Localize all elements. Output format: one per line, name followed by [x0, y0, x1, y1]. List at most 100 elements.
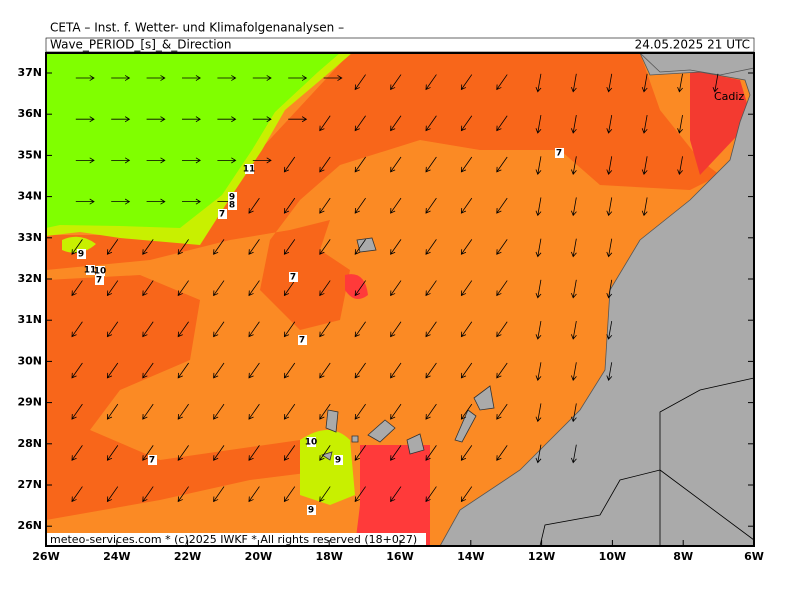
wave-arrow	[177, 486, 189, 503]
wave-arrow	[288, 116, 308, 123]
wave-arrow	[177, 280, 189, 297]
wave-arrow	[425, 403, 437, 420]
wave-arrow	[425, 239, 437, 255]
wave-arrow	[354, 115, 366, 132]
wave-arrow	[641, 114, 648, 134]
contour-label: 11	[84, 266, 97, 276]
contour-label: 10	[94, 267, 107, 277]
wave-arrow	[319, 115, 331, 132]
wave-arrow	[496, 74, 508, 91]
wave-arrow	[71, 321, 83, 338]
wave-arrow	[142, 239, 154, 255]
wave-arrow	[319, 445, 331, 461]
wave-arrow	[142, 321, 154, 338]
wave-arrow	[248, 403, 260, 420]
sea-gulf	[690, 70, 752, 175]
wave-arrow	[425, 321, 437, 338]
wave-arrow	[177, 362, 189, 379]
wave-arrow	[535, 362, 542, 381]
wave-arrow	[606, 156, 613, 175]
wave-arrow	[319, 362, 331, 379]
wave-arrow	[535, 238, 542, 258]
wave-arrow	[535, 444, 542, 464]
wave-arrow	[606, 362, 613, 381]
wave-arrow	[106, 321, 119, 338]
wave-arrow	[213, 486, 225, 503]
parameter: Wave_PERIOD_[s]_&_Direction	[50, 38, 232, 52]
wave-arrow	[248, 486, 260, 503]
wave-arrow	[354, 239, 366, 255]
contour-label-bg	[298, 335, 307, 345]
contour-label: 7	[219, 210, 225, 220]
lat-label: 32N	[17, 272, 42, 285]
contour-label-bg	[218, 209, 227, 219]
wave-arrow	[213, 362, 225, 379]
institute: CETA – Inst. f. Wetter- und Klimafolgena…	[50, 21, 344, 35]
wave-arrow	[106, 486, 119, 503]
wave-arrow	[571, 156, 577, 175]
contour-label: 9	[335, 456, 341, 466]
wave-arrow	[319, 486, 331, 503]
contour-label: 8	[229, 201, 235, 211]
wave-arrow	[390, 197, 402, 214]
wave-arrow	[248, 362, 260, 379]
contour-label-bg	[95, 275, 104, 285]
wave-arrow	[677, 156, 683, 175]
wave-arrow	[319, 321, 331, 338]
wave-arrow	[571, 320, 577, 340]
wave-arrow	[75, 75, 95, 81]
wave-arrow	[71, 280, 83, 297]
wave-arrow	[75, 198, 95, 205]
wave-arrow	[496, 239, 508, 255]
wave-arrow	[283, 239, 296, 255]
lat-label: 34N	[17, 190, 42, 203]
wave-arrow	[460, 74, 473, 91]
wave-arrow	[177, 239, 189, 255]
wave-arrow	[460, 239, 473, 255]
lon-label: 6W	[744, 550, 764, 563]
wave-arrow	[71, 239, 83, 255]
wave-arrow	[390, 280, 402, 297]
wave-arrow	[217, 157, 237, 164]
wave-arrow	[571, 73, 577, 93]
lat-label: 37N	[17, 66, 42, 79]
contour-label-bg	[555, 148, 564, 158]
wave-arrow	[390, 362, 402, 379]
lat-label: 28N	[17, 437, 42, 450]
wave-arrow	[425, 197, 437, 214]
wave-arrow	[641, 156, 648, 175]
sea-patch-red	[345, 274, 368, 299]
wave-arrow	[390, 156, 402, 173]
wave-arrow	[354, 156, 366, 173]
wave-arrow	[213, 321, 225, 338]
wave-arrow	[390, 239, 402, 255]
direction-arrows	[71, 73, 719, 503]
wave-arrow	[535, 156, 542, 175]
wave-arrow	[571, 403, 577, 423]
lon-label: 8W	[673, 550, 693, 563]
wave-arrow	[496, 115, 508, 132]
wave-arrow	[496, 445, 508, 461]
wave-arrow	[75, 116, 95, 123]
wave-arrow	[177, 403, 189, 420]
wave-arrow	[606, 114, 613, 134]
wave-arrow	[535, 197, 542, 217]
contour-label: 10	[305, 438, 318, 448]
wave-arrow	[182, 116, 201, 123]
wave-arrow	[571, 197, 577, 217]
lon-label: 10W	[599, 550, 626, 563]
contour-label: 7	[96, 276, 102, 286]
wave-arrow	[106, 280, 119, 297]
wave-arrow	[142, 362, 154, 379]
contour-label: 9	[78, 250, 84, 260]
wave-arrow	[111, 157, 131, 164]
wave-arrow	[641, 197, 648, 217]
wave-arrow	[460, 362, 473, 379]
borders	[539, 377, 755, 547]
wave-arrow	[248, 197, 260, 214]
contour-label: 11	[243, 165, 256, 175]
place-label: Cadiz	[714, 90, 744, 103]
wave-arrow	[182, 198, 201, 205]
wave-arrow	[75, 157, 95, 164]
wave-arrow	[106, 362, 119, 379]
